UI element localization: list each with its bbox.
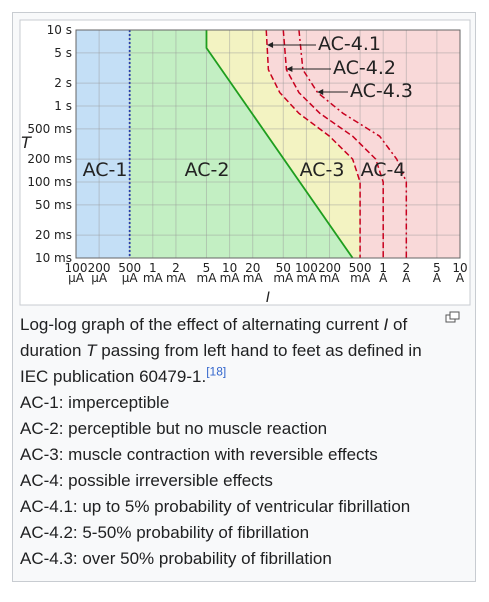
caption-item: AC-4: possible irreversible effects <box>20 471 273 490</box>
region-label: AC-3 <box>300 159 345 181</box>
caption-item: AC-2: perceptible but no muscle reaction <box>20 419 328 438</box>
x-tick-label: 10 A <box>452 261 467 285</box>
x-tick-label: 20 mA <box>243 261 264 285</box>
y-tick-label: 5 s <box>54 46 72 60</box>
reference-link[interactable]: [18] <box>206 364 227 379</box>
region-label: AC-2 <box>185 159 230 181</box>
text: T <box>86 341 97 360</box>
curve-label: AC-4.1 <box>318 33 381 55</box>
arrow-head <box>286 66 293 72</box>
region-label: AC-4 <box>361 159 406 181</box>
caption-item: AC-3: muscle contraction with reversible… <box>20 445 378 464</box>
y-tick-label: 20 ms <box>35 228 72 242</box>
x-tick-label: 500 mA <box>349 261 372 285</box>
text: of duration <box>20 315 408 360</box>
x-axis-label: I <box>266 290 270 306</box>
x-tick-label: 200 mA <box>318 261 341 285</box>
arrow-head <box>267 42 274 48</box>
plot-border <box>75 29 461 259</box>
caption-description: Log-log graph of the effect of alternati… <box>20 312 450 390</box>
enlarge-icon[interactable] <box>445 311 461 324</box>
text: Log-log graph of the effect of alternati… <box>20 315 384 334</box>
x-tick-label: 10 mA <box>220 261 241 285</box>
y-tick-label: 10 s <box>47 23 72 37</box>
caption-item: AC-4.1: up to 5% probability of ventricu… <box>20 497 411 516</box>
y-tick-label: 100 ms <box>27 175 72 189</box>
y-tick-label: 10 ms <box>35 251 72 265</box>
region <box>206 30 361 258</box>
caption-items: AC-1: imperceptible AC-2: perceptible but… <box>20 390 450 572</box>
caption: Log-log graph of the effect of alternati… <box>20 312 450 572</box>
y-tick-label: 500 ms <box>27 122 72 136</box>
x-tick-label: 100 mA <box>295 261 318 285</box>
text: passing from left hand to feet as define… <box>20 341 422 386</box>
arrow-head <box>317 89 324 95</box>
region-label: AC-1 <box>83 159 128 181</box>
x-tick-label: 50 mA <box>273 261 294 285</box>
boundary-line <box>298 29 408 258</box>
y-tick-label: 2 s <box>54 76 72 90</box>
region <box>76 30 130 258</box>
boundary-line <box>265 29 361 258</box>
x-tick-label: 2 mA <box>166 261 187 285</box>
y-tick-label: 50 ms <box>35 198 72 212</box>
x-tick-label: 200 µA <box>88 261 111 285</box>
y-tick-label: 200 ms <box>27 152 72 166</box>
caption-item: AC-4.2: 5-50% probability of fibrillatio… <box>20 523 310 542</box>
caption-item: AC-1: imperceptible <box>20 393 170 412</box>
region <box>129 30 353 258</box>
curve-label: AC-4.3 <box>350 80 413 102</box>
x-tick-label: 100 µA <box>65 261 88 285</box>
y-axis-label: T <box>21 133 32 152</box>
curve-label: AC-4.2 <box>333 57 396 79</box>
x-tick-label: 5 mA <box>197 261 218 285</box>
x-tick-label: 1 mA <box>143 261 164 285</box>
boundary-line <box>205 30 354 259</box>
caption-item: AC-4.3: over 50% probability of fibrilla… <box>20 549 332 568</box>
x-tick-label: 500 µA <box>118 261 141 285</box>
text: I <box>383 315 389 334</box>
y-tick-label: 1 s <box>54 99 72 113</box>
